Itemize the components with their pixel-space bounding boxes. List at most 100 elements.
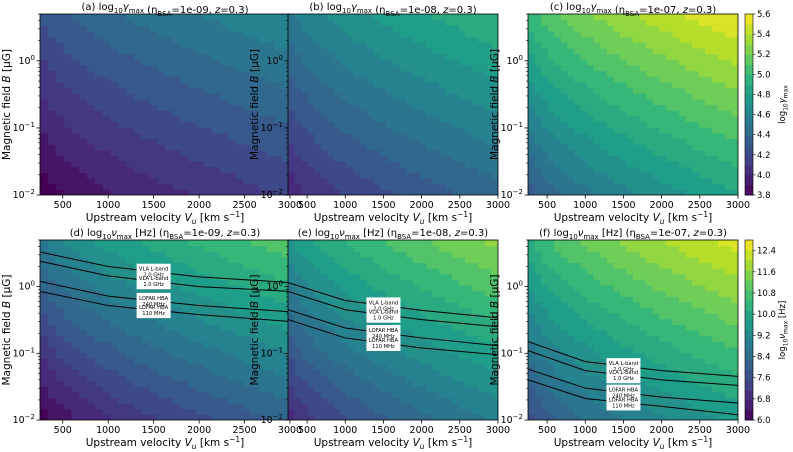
heat-cell — [347, 19, 355, 26]
heat-cell — [432, 30, 440, 38]
heat-cell — [71, 341, 80, 348]
heat-cell — [288, 87, 296, 94]
heat-cell — [678, 98, 687, 106]
heat-cell — [133, 155, 143, 162]
heat-cell — [698, 19, 706, 26]
heat-cell — [600, 25, 608, 32]
heat-cell — [219, 70, 229, 77]
heat-cell — [149, 104, 158, 111]
heat-cell — [243, 369, 252, 376]
heat-cell — [180, 30, 190, 38]
heat-cell — [314, 346, 322, 354]
heat-cell — [692, 166, 700, 173]
heat-cell — [419, 313, 427, 320]
heat-cell — [399, 166, 407, 173]
heat-cell — [320, 386, 328, 393]
heat-cell — [438, 144, 447, 151]
heat-cell — [71, 375, 80, 382]
heat-cell — [399, 161, 407, 168]
heat-cell — [484, 25, 493, 32]
heat-cell — [406, 363, 414, 370]
heat-cell — [55, 19, 65, 26]
heat-cell — [425, 30, 433, 38]
heat-cell — [243, 330, 252, 337]
heat-cell — [274, 19, 283, 26]
heat-cell — [393, 414, 401, 420]
heat-cell — [484, 81, 493, 89]
heat-cell — [86, 290, 96, 297]
heat-cell — [157, 341, 166, 348]
heat-cell — [587, 42, 595, 49]
heat-cell — [211, 240, 221, 247]
heat-cell — [534, 36, 542, 43]
heat-cell — [731, 189, 738, 195]
heat-cell — [110, 132, 119, 140]
heat-cell — [314, 53, 322, 60]
heat-cell — [646, 14, 654, 21]
heat-cell — [258, 408, 268, 415]
heat-cell — [528, 189, 536, 195]
heat-cell — [471, 166, 479, 173]
heat-cell — [282, 149, 290, 157]
heat-cell — [227, 386, 236, 393]
heat-cell — [204, 14, 213, 21]
heat-cell — [204, 313, 213, 320]
heat-cell — [360, 296, 368, 303]
heat-cell — [327, 391, 335, 399]
heat-cell — [619, 149, 628, 157]
heat-cell — [646, 25, 654, 32]
heat-cell — [102, 14, 111, 21]
heat-cell — [110, 110, 119, 117]
heat-cell — [157, 76, 166, 83]
heat-cell — [204, 285, 213, 292]
heat-cell — [698, 155, 706, 162]
heat-cell — [40, 386, 49, 393]
heat-cell — [288, 144, 296, 151]
heat-cell — [188, 115, 197, 123]
heat-cell — [580, 70, 588, 77]
heat-cell — [258, 178, 268, 185]
heat-cell — [478, 132, 486, 140]
heat-cell — [227, 19, 236, 26]
heat-cell — [652, 161, 660, 168]
heat-cell — [204, 19, 213, 26]
heat-cell — [314, 296, 322, 303]
heat-cell — [379, 104, 388, 111]
heat-cell — [40, 36, 49, 43]
heat-cell — [188, 42, 197, 49]
heat-cell — [672, 30, 680, 38]
heat-cell — [639, 166, 647, 173]
heat-cell — [204, 36, 213, 43]
heat-cell — [698, 42, 706, 49]
heat-cell — [639, 189, 647, 195]
heat-cell — [47, 121, 57, 128]
heat-cell — [188, 335, 197, 342]
heat-cell — [366, 408, 374, 415]
heat-cell — [333, 335, 342, 342]
heat-cell — [320, 172, 328, 179]
heat-cell — [613, 98, 621, 106]
heat-cell — [406, 87, 414, 94]
heat-cell — [528, 81, 536, 89]
heat-cell — [314, 273, 322, 280]
heat-cell — [491, 161, 498, 168]
heat-cell — [491, 115, 498, 123]
heat-cell — [94, 19, 104, 26]
heat-cell — [452, 172, 460, 179]
heat-cell — [353, 87, 361, 94]
heat-cell — [560, 93, 568, 100]
heat-cell — [639, 36, 647, 43]
heat-cell — [347, 318, 355, 325]
colorbar-frame — [744, 13, 754, 196]
heat-cell — [626, 42, 634, 49]
heat-cell — [266, 172, 275, 179]
heat-cell — [432, 59, 440, 66]
heat-cell — [353, 313, 361, 320]
heat-cell — [560, 104, 568, 111]
heat-cell — [432, 189, 440, 195]
heat-cell — [211, 251, 221, 258]
heat-cell — [639, 87, 647, 94]
heat-cell — [188, 296, 197, 303]
heat-cell — [180, 132, 190, 140]
heat-cell — [692, 189, 700, 195]
